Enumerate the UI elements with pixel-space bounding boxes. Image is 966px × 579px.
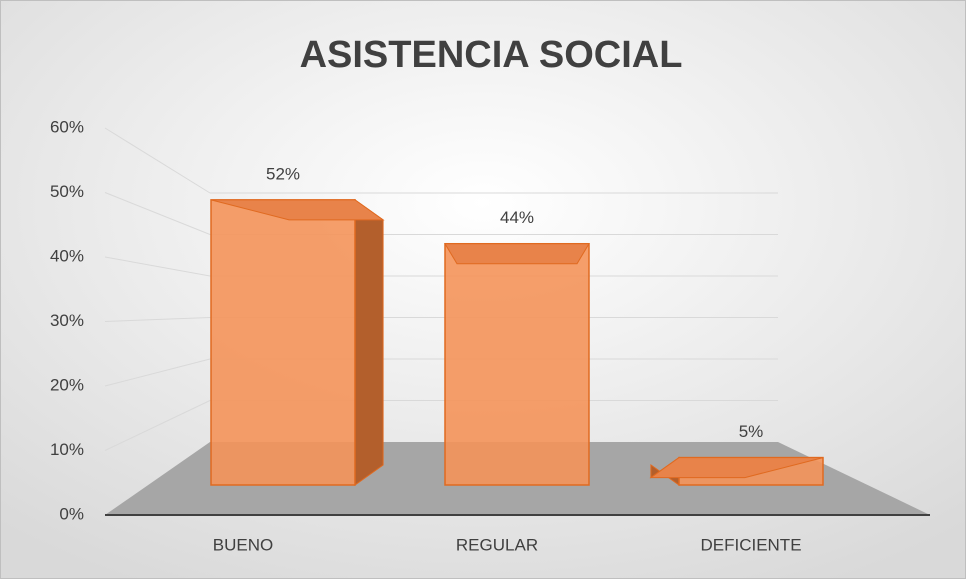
value-label: 52% — [266, 164, 300, 183]
x-tick-label: DEFICIENTE — [700, 535, 801, 554]
y-tick-label: 60% — [50, 117, 84, 136]
bar-top — [444, 243, 590, 265]
y-tick-label: 50% — [50, 182, 84, 201]
y-tick-label: 30% — [50, 311, 84, 330]
value-label: 44% — [500, 208, 534, 227]
grid-line — [104, 192, 211, 235]
value-label: 5% — [739, 422, 764, 441]
bar-side — [354, 198, 384, 486]
y-tick-label: 0% — [59, 504, 84, 523]
grid-line — [104, 317, 211, 322]
grid-line — [104, 127, 211, 194]
bar — [444, 242, 590, 486]
bar-top — [649, 457, 824, 479]
x-tick-label: REGULAR — [456, 535, 538, 554]
y-tick-label: 10% — [50, 440, 84, 459]
grid-line — [104, 400, 211, 451]
y-tick-label: 40% — [50, 246, 84, 265]
y-tick-label: 20% — [50, 375, 84, 394]
chart-title: ASISTENCIA SOCIAL — [300, 34, 683, 76]
bar-top — [210, 199, 385, 221]
grid-line — [104, 256, 211, 277]
grid-line — [104, 358, 211, 387]
bar — [210, 199, 356, 486]
x-tick-label: BUENO — [213, 535, 273, 554]
